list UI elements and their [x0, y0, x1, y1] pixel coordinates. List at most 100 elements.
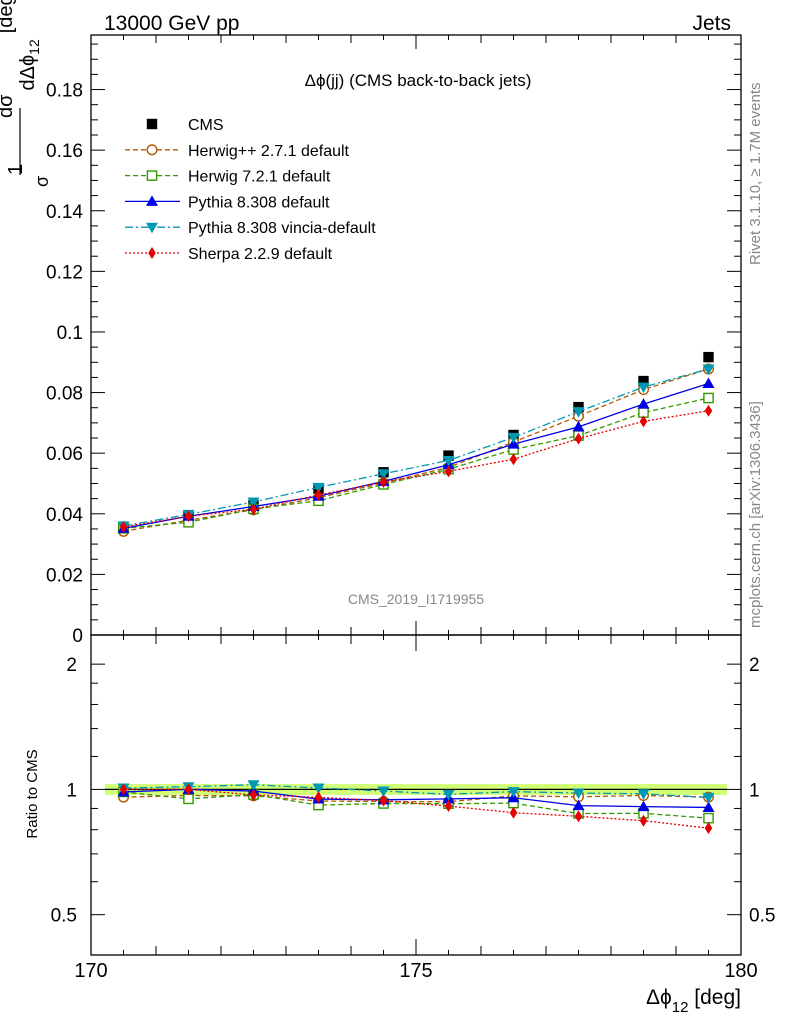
mcplots-label: mcplots.cern.ch [arXiv:1306.3436]	[747, 401, 764, 628]
legend-label: CMS	[188, 117, 224, 134]
process-label: Jets	[692, 12, 731, 35]
ratio-data-point	[572, 788, 585, 800]
ratio-data-point	[702, 801, 715, 812]
y-tick-label: 0.02	[46, 565, 83, 586]
ratio-data-point	[183, 793, 194, 805]
ratio-data-point	[572, 799, 585, 811]
ratio-series-line	[123, 791, 709, 819]
series-line	[123, 382, 709, 529]
chart-title: Δϕ(jj) (CMS back-to-back jets)	[305, 71, 532, 90]
y-axis-title: 1σ dσdΔϕ12[deg-1]	[0, 0, 52, 187]
ratio-series-line	[123, 788, 709, 809]
y-tick-label: 0.1	[57, 323, 83, 344]
data-point	[637, 382, 650, 394]
y-tick-label: 0.14	[46, 202, 83, 223]
data-point	[704, 404, 713, 417]
data-point	[379, 475, 388, 488]
ratio-data-point	[442, 789, 455, 801]
ratio-y-tick-label-right: 1	[749, 780, 760, 801]
ratio-y-tick-label: 2	[66, 655, 77, 676]
ratio-panel: 0.5 0.5 1 1 2 2 170 175 180 Ratio to CMS Δϕ12 [d…	[24, 634, 775, 1016]
ratio-data-point	[702, 792, 715, 804]
y-tick-label: 0	[72, 626, 83, 647]
y-tick-label: 0.04	[46, 505, 83, 526]
legend-label: Pythia 8.308 default	[188, 194, 330, 211]
legend-label: Pythia 8.308 vincia-default	[188, 220, 376, 237]
ratio-y-axis-title: Ratio to CMS	[24, 749, 41, 838]
data-point	[702, 377, 715, 388]
y-axis-title-text: 1σ	[5, 164, 52, 187]
ratio-data-point	[637, 800, 650, 812]
data-point	[507, 432, 520, 444]
x-axis-title: Δϕ12 [deg]	[646, 986, 741, 1016]
ratio-data-point	[444, 800, 453, 813]
legend: CMS Herwig++ 2.7.1 default Herwig 7.2.1 de…	[125, 117, 376, 263]
main-series	[117, 351, 715, 537]
ratio-series	[117, 780, 715, 835]
data-point	[314, 489, 323, 501]
data-point	[312, 482, 325, 494]
data-point	[247, 497, 260, 508]
data-point	[637, 398, 650, 409]
data-point	[572, 420, 585, 432]
x-tick-label: 180	[724, 960, 757, 982]
data-point	[572, 407, 585, 418]
ratio-data-point	[119, 783, 128, 796]
data-point	[573, 401, 584, 413]
ratio-data-point	[509, 806, 518, 819]
ratio-y-tick-label: 0.5	[51, 906, 77, 927]
main-axes: 0 0.02 0.04 0.06 0.08 0.1 0.12 0.14 0.16 0.18	[46, 35, 742, 647]
data-point	[442, 455, 455, 467]
y-tick-label: 0.12	[46, 262, 83, 283]
data-point	[702, 364, 715, 375]
legend-marker	[148, 247, 156, 259]
data-point	[249, 503, 258, 516]
ratio-data-point	[249, 788, 258, 801]
data-point	[639, 415, 648, 428]
ratio-y-tick-label-right: 2	[749, 655, 760, 676]
ratio-y-tick-label: 1	[66, 780, 77, 801]
data-point	[638, 375, 649, 387]
data-point	[509, 453, 518, 466]
legend-marker	[146, 195, 158, 206]
series-line	[123, 368, 709, 533]
legend-marker	[146, 222, 158, 234]
data-point	[443, 450, 454, 461]
ratio-y-tick-label-right: 0.5	[749, 906, 775, 927]
data-point	[184, 510, 193, 523]
ratio-data-point	[507, 787, 520, 798]
ratio-data-point	[639, 814, 648, 827]
ratio-data-point	[574, 810, 583, 823]
data-point	[119, 520, 128, 533]
ratio-series-line	[123, 788, 709, 829]
energy-label: 13000 GeV pp	[104, 12, 239, 35]
rivet-label: Rivet 3.1.10, ≥ 1.7M events	[747, 83, 764, 266]
data-point	[703, 351, 714, 363]
ratio-series-line	[123, 794, 709, 803]
legend-marker	[146, 170, 158, 181]
ratio-data-point	[312, 783, 325, 794]
series-line	[123, 397, 709, 529]
y-tick-label: 0.08	[46, 384, 83, 405]
analysis-watermark: CMS_2019_I1719955	[348, 591, 484, 607]
y-tick-label: 0.16	[46, 141, 83, 162]
ratio-data-point	[314, 791, 323, 804]
legend-marker	[146, 144, 158, 156]
y-tick-label: 0.06	[46, 444, 83, 465]
x-tick-label: 175	[399, 960, 432, 982]
y-tick-label: 0.18	[46, 81, 83, 102]
ratio-data-point	[247, 780, 260, 791]
legend-marker	[146, 118, 158, 130]
ratio-data-point	[184, 783, 193, 796]
legend-label: Herwig 7.2.1 default	[188, 169, 331, 186]
x-tick-label: 170	[74, 960, 107, 982]
series-line	[123, 368, 709, 527]
ratio-data-point	[704, 822, 713, 835]
y-axis-title-expr: dσdΔϕ12[deg-1]	[0, 0, 42, 118]
series-line	[123, 410, 709, 528]
ratio-data-point	[703, 812, 714, 824]
main-panel: Δϕ(jj) (CMS back-to-back jets) CMS_2019_…	[0, 0, 742, 647]
data-point	[377, 469, 390, 480]
data-point	[574, 432, 583, 445]
